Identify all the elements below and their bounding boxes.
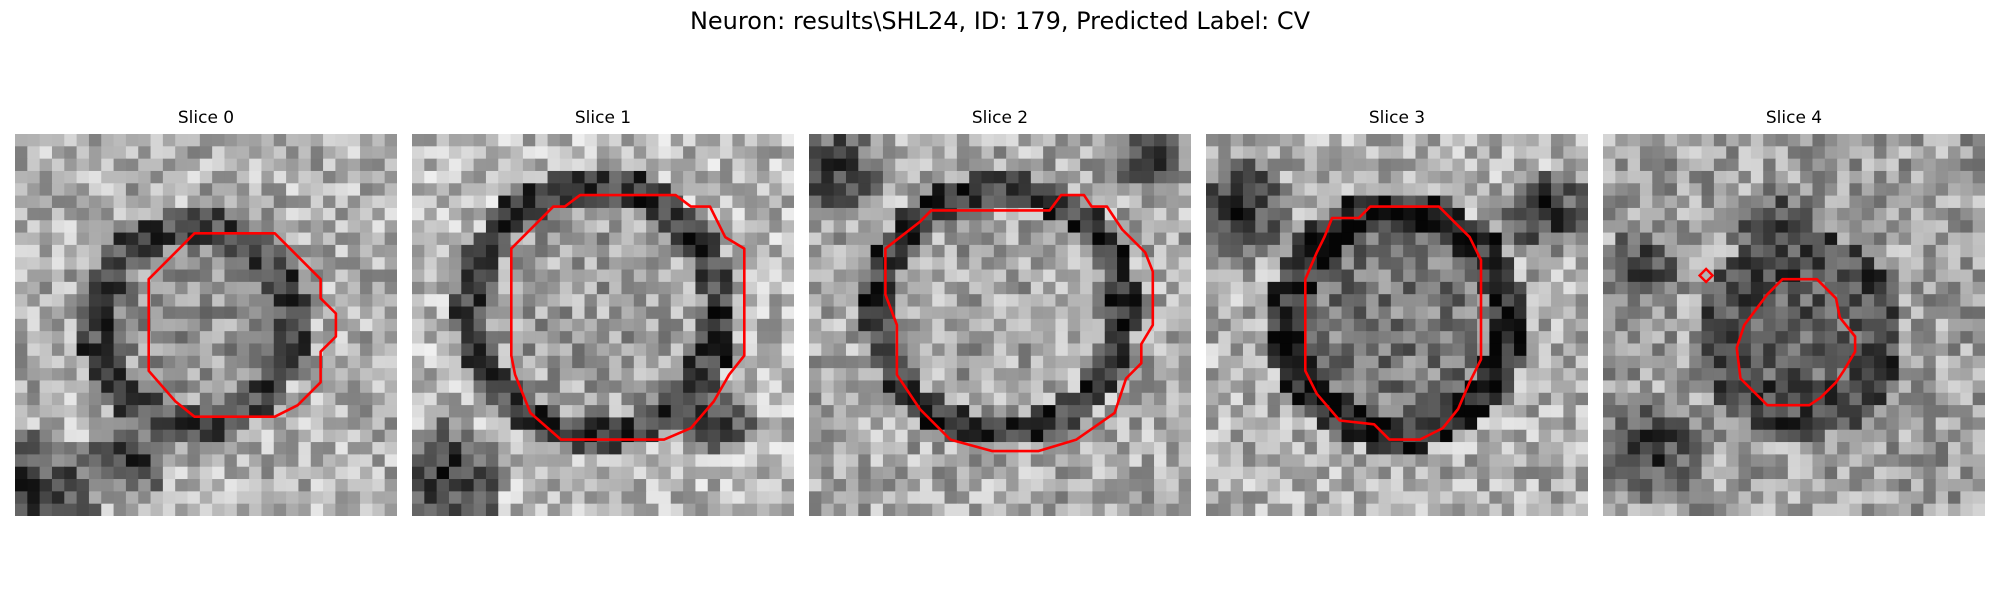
small-contour	[1697, 267, 1715, 284]
slice-title: Slice 0	[177, 108, 235, 128]
slice-image	[15, 134, 397, 516]
slice-title: Slice 3	[1368, 108, 1426, 128]
slice-image	[1603, 134, 1985, 516]
neuron-contour	[147, 232, 338, 419]
neuron-contour	[1304, 205, 1483, 441]
slice-title: Slice 2	[971, 108, 1029, 128]
neuron-contour	[510, 193, 746, 441]
neuron-contour	[884, 193, 1155, 453]
slice-image	[809, 134, 1191, 516]
pixel-grid	[1603, 134, 1985, 516]
pixel-grid	[15, 134, 397, 516]
pixel-grid	[809, 134, 1191, 516]
pixel-grid	[1206, 134, 1588, 516]
neuron-contour	[1735, 277, 1857, 407]
slice-image	[412, 134, 794, 516]
slice-title: Slice 4	[1765, 108, 1823, 128]
pixel-grid	[412, 134, 794, 516]
slice-image	[1206, 134, 1588, 516]
figure-title: Neuron: results\SHL24, ID: 179, Predicte…	[689, 7, 1311, 35]
slice-title: Slice 1	[574, 108, 632, 128]
